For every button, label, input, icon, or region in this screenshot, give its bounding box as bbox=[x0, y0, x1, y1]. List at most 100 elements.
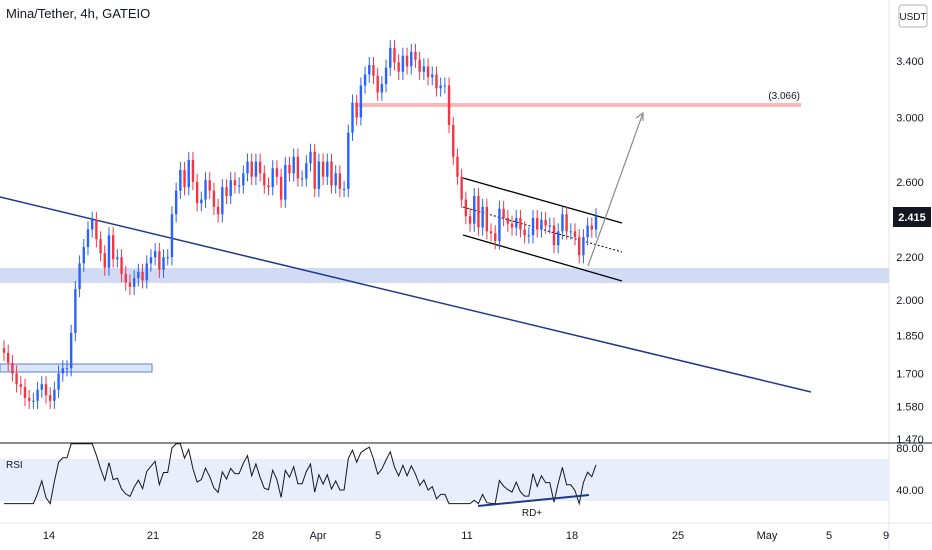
candle-body bbox=[187, 159, 190, 188]
candle-body bbox=[296, 156, 300, 179]
price-tick-2: 2.600 bbox=[896, 177, 924, 189]
candle-body bbox=[565, 214, 568, 232]
candle-body bbox=[128, 282, 132, 287]
projection-arrow bbox=[587, 112, 644, 267]
candle-body bbox=[90, 219, 94, 230]
candle-body bbox=[263, 173, 266, 186]
price-axis: 3.400 3.000 2.600 2.200 2.000 1.850 1.700 1.580… bbox=[896, 56, 924, 446]
candle-body bbox=[594, 216, 598, 230]
candle-body bbox=[557, 231, 560, 246]
candle-body bbox=[368, 64, 371, 75]
candle-body bbox=[410, 51, 413, 67]
candle-body bbox=[254, 161, 258, 177]
candle-body bbox=[355, 102, 358, 118]
candle-body bbox=[435, 74, 438, 89]
currency-label: USDT bbox=[899, 12, 926, 23]
candle-body bbox=[27, 397, 31, 401]
candle-body bbox=[317, 161, 321, 189]
candle-body bbox=[426, 66, 430, 78]
candle-body bbox=[158, 251, 161, 270]
candle-body bbox=[149, 257, 153, 264]
candle-body bbox=[166, 257, 169, 259]
candle-body bbox=[527, 235, 531, 237]
candle-body bbox=[208, 180, 211, 191]
candle-body bbox=[485, 206, 489, 232]
candle-body bbox=[32, 400, 35, 402]
candle-body bbox=[489, 231, 493, 234]
candle-body bbox=[120, 257, 123, 274]
candle-body bbox=[498, 208, 501, 242]
price-tick-6: 1.700 bbox=[896, 368, 924, 380]
candle-body bbox=[19, 384, 22, 387]
candle-body bbox=[569, 231, 573, 233]
divergence-label: RD+ bbox=[522, 508, 542, 519]
candle-body bbox=[561, 214, 564, 232]
candle-body bbox=[380, 84, 384, 93]
time-tick-7: 25 bbox=[672, 530, 684, 542]
candle-body bbox=[69, 332, 73, 369]
candle-body bbox=[531, 218, 535, 236]
candle-body bbox=[418, 59, 421, 72]
candle-body bbox=[464, 199, 468, 217]
candle-body bbox=[376, 75, 379, 93]
price-tick-0: 3.400 bbox=[896, 56, 924, 68]
candle-body bbox=[347, 132, 350, 189]
candle-body bbox=[502, 208, 505, 219]
candle-body bbox=[342, 188, 346, 190]
arrow-head bbox=[635, 111, 644, 121]
price-tick-3: 2.200 bbox=[896, 252, 924, 264]
candle-body bbox=[536, 218, 539, 230]
candle-body bbox=[242, 173, 245, 186]
candle-body bbox=[321, 161, 325, 177]
candle-body bbox=[330, 161, 333, 186]
rsi-divergence-line bbox=[477, 494, 590, 507]
candle-body bbox=[225, 187, 228, 197]
candle-body bbox=[103, 253, 106, 268]
candle-body bbox=[111, 235, 115, 260]
resistance-line bbox=[355, 103, 801, 107]
candle-body bbox=[179, 169, 182, 191]
candle-body bbox=[494, 233, 497, 242]
rsi-tick-80: 80.00 bbox=[896, 443, 924, 455]
candle-body bbox=[477, 196, 480, 228]
candle-body bbox=[132, 278, 136, 287]
candle-body bbox=[57, 373, 60, 390]
time-tick-4: 5 bbox=[375, 530, 381, 542]
candle-body bbox=[452, 124, 455, 157]
candle-body bbox=[305, 163, 308, 179]
time-tick-5: 11 bbox=[461, 530, 472, 542]
candle-body bbox=[548, 225, 552, 227]
candle-body bbox=[544, 219, 547, 226]
rsi-line bbox=[4, 443, 597, 506]
candle-body bbox=[153, 251, 157, 258]
support-zone bbox=[0, 268, 889, 283]
candle-body bbox=[384, 67, 388, 85]
target-label: (3.066) bbox=[768, 91, 800, 102]
candle-body bbox=[351, 102, 354, 133]
chart-title: Mina/Tether, 4h, GATEIO bbox=[6, 6, 151, 21]
candle-body bbox=[468, 216, 472, 224]
candles bbox=[2, 39, 598, 409]
candle-body bbox=[233, 180, 237, 186]
candle-body bbox=[191, 159, 195, 182]
candle-body bbox=[141, 271, 144, 281]
candle-body bbox=[443, 85, 447, 87]
currency-button[interactable]: USDT bbox=[898, 4, 928, 28]
candle-body bbox=[506, 218, 510, 224]
candle-body bbox=[284, 164, 287, 200]
price-tick-5: 1.850 bbox=[896, 330, 924, 342]
rsi-label: RSI bbox=[6, 460, 23, 471]
candle-body bbox=[204, 180, 207, 200]
candle-body bbox=[44, 384, 48, 396]
last-price-badge: 2.415 bbox=[893, 207, 931, 227]
candle-body bbox=[40, 384, 43, 390]
time-tick-1: 21 bbox=[147, 530, 159, 542]
candle-body bbox=[515, 218, 518, 228]
candle-body bbox=[145, 263, 148, 281]
downtrend-line bbox=[0, 196, 812, 393]
candle-body bbox=[447, 85, 451, 125]
candle-body bbox=[74, 289, 77, 333]
time-tick-10: 9 bbox=[883, 530, 889, 542]
candle-body bbox=[460, 176, 463, 200]
